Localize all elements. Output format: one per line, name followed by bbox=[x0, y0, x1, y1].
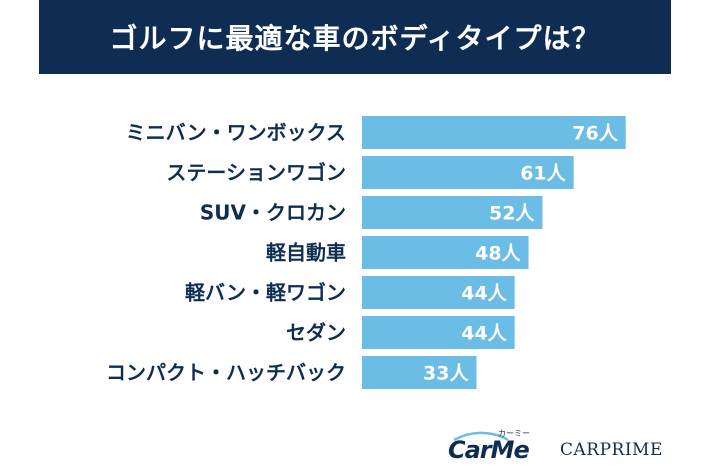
bar bbox=[362, 236, 529, 269]
category-label: ミニバン・ワンボックス bbox=[126, 121, 346, 145]
chart-title: ゴルフに最適な車のボディタイプは？ bbox=[109, 22, 601, 55]
bar bbox=[362, 316, 515, 349]
carme-logo: カーミー CarMe bbox=[448, 429, 544, 466]
value-label: 76人 bbox=[572, 123, 618, 145]
category-label: 軽自動車 bbox=[266, 241, 346, 265]
category-label: SUV・クロカン bbox=[200, 201, 346, 225]
title-banner: ゴルフに最適な車のボディタイプは？ bbox=[39, 0, 671, 74]
carme-wordmark: CarMe bbox=[448, 436, 530, 464]
value-label: 52人 bbox=[489, 203, 535, 225]
bar bbox=[362, 276, 515, 309]
car-swoosh-icon bbox=[453, 431, 509, 442]
bar bbox=[362, 356, 477, 389]
value-label: 44人 bbox=[461, 323, 507, 345]
bar bbox=[362, 156, 574, 189]
bar bbox=[362, 116, 626, 149]
category-label: セダン bbox=[286, 321, 346, 345]
category-label: 軽バン・軽ワゴン bbox=[185, 281, 346, 305]
value-label: 33人 bbox=[423, 363, 469, 385]
category-label: コンパクト・ハッチバック bbox=[106, 361, 346, 385]
carprime-logo: CARPRIME bbox=[560, 440, 663, 460]
carme-kana: カーミー bbox=[498, 429, 530, 438]
category-label: ステーションワゴン bbox=[166, 161, 346, 185]
value-label: 44人 bbox=[461, 283, 507, 305]
value-label: 48人 bbox=[475, 243, 521, 265]
bar bbox=[362, 196, 543, 229]
value-label: 61人 bbox=[520, 163, 566, 185]
